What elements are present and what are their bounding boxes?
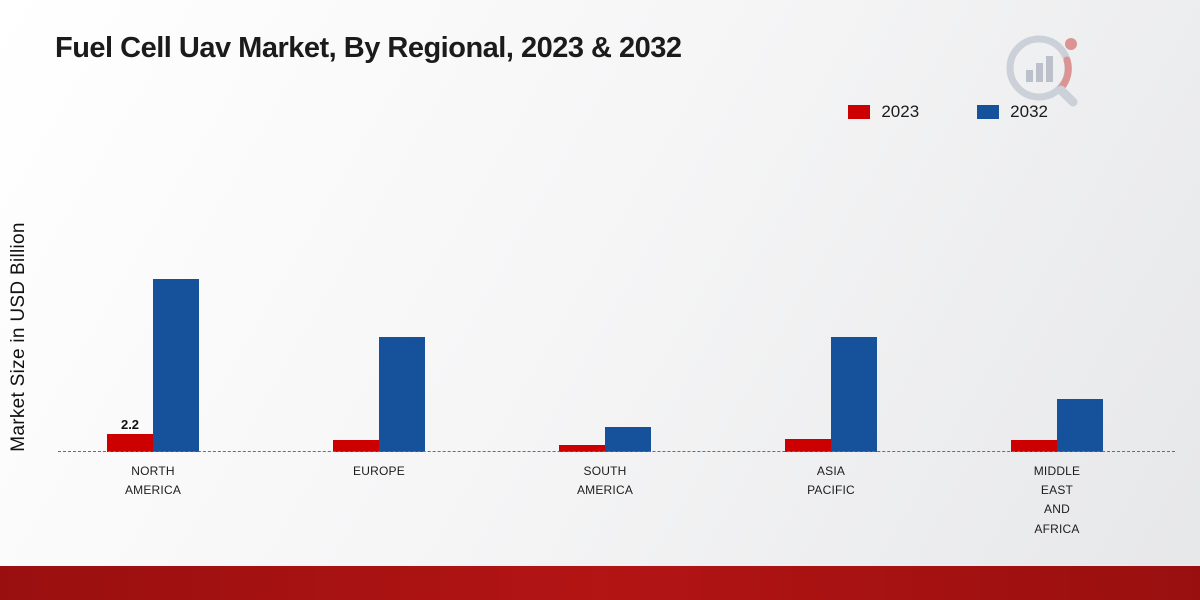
bar-2023 <box>1011 440 1057 452</box>
bar-value-label: 2.2 <box>120 417 140 432</box>
bar-2032 <box>1057 399 1103 452</box>
legend-swatch-2032-icon <box>977 105 1000 119</box>
bar-group: MIDDLE EAST AND AFRICA <box>1011 399 1103 536</box>
category-label: EUROPE <box>353 464 405 478</box>
chart-title: Fuel Cell Uav Market, By Regional, 2023 … <box>55 32 682 64</box>
company-logo-icon <box>995 30 1085 110</box>
bar-2023 <box>785 439 831 452</box>
bar-2023 <box>107 434 153 452</box>
bar-2032 <box>153 279 199 452</box>
bar-group: 2.2 NORTH AMERICA <box>107 279 199 497</box>
bar-2032 <box>605 427 651 452</box>
bar-2032 <box>379 337 425 452</box>
bar-2032 <box>831 337 877 452</box>
bar-group: EUROPE <box>333 337 425 478</box>
bar-group: SOUTH AMERICA <box>559 427 651 497</box>
legend-label-2032: 2032 <box>1010 102 1048 121</box>
bar-group: ASIA PACIFIC <box>785 337 877 497</box>
bar-2023 <box>333 440 379 452</box>
category-label: MIDDLE EAST AND AFRICA <box>1033 464 1081 536</box>
category-label: NORTH AMERICA <box>124 464 182 498</box>
legend-label-2023: 2023 <box>881 102 920 121</box>
category-label: ASIA PACIFIC <box>807 464 855 498</box>
legend-item-2023: 2023 <box>848 102 919 122</box>
legend: 2023 2032 <box>848 102 1048 122</box>
y-axis-label: Market Size in USD Billion <box>8 222 29 452</box>
category-label: SOUTH AMERICA <box>576 464 634 498</box>
bar-2023 <box>559 445 605 452</box>
x-axis-baseline <box>58 451 1175 452</box>
legend-item-2032: 2032 <box>977 102 1048 122</box>
bottom-red-strip <box>0 566 1200 600</box>
bar-groups: 2.2 NORTH AMERICA EUROPE SOUTH AMERICA ASIA … <box>40 271 1170 536</box>
legend-swatch-2023-icon <box>848 105 871 119</box>
plot-area: 2.2 NORTH AMERICA EUROPE SOUTH AMERICA ASIA … <box>40 271 1170 536</box>
